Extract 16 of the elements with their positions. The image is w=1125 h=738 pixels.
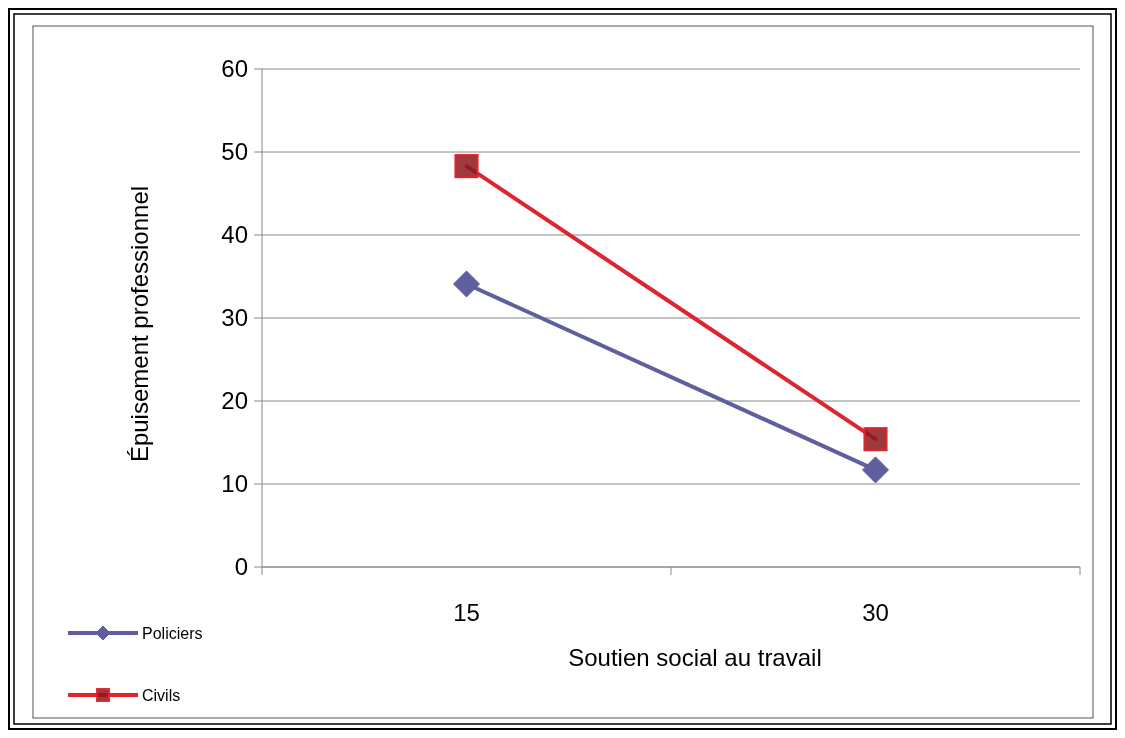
x-tick-label: 15	[453, 599, 480, 626]
legend-label: Policiers	[142, 624, 203, 642]
point	[453, 270, 480, 298]
x-axis-title: Soutien social au travail	[568, 644, 822, 671]
point	[863, 427, 888, 452]
point	[454, 154, 479, 179]
y-axis-title: Épuisement professionnel	[126, 185, 153, 463]
y-tick-label: 20	[221, 387, 248, 415]
y-tick-label: 30	[221, 304, 248, 332]
y-tick-label: 40	[221, 221, 248, 249]
y-tick-label: 10	[221, 470, 248, 498]
y-tick-label: 0	[234, 553, 248, 581]
y-tick-label: 60	[221, 55, 248, 83]
legend-label: Civils	[142, 686, 181, 704]
y-tick-label: 50	[221, 138, 248, 166]
point	[862, 456, 889, 484]
